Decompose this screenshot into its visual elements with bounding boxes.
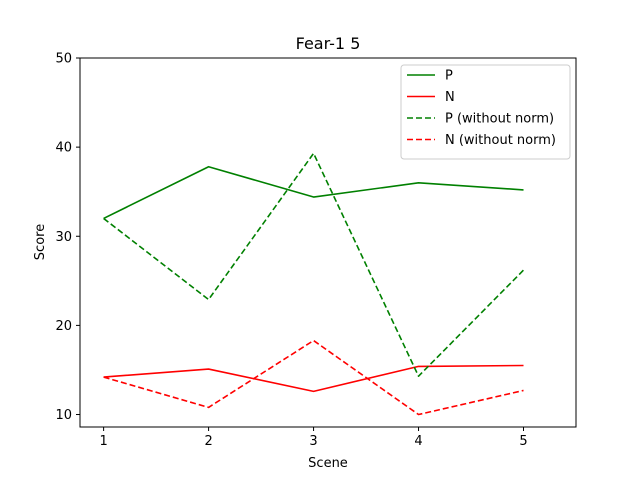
series-line-n [103,364,524,393]
x-tick-label: 4 [414,434,422,449]
legend-label: P [445,69,453,84]
plot-area: 1 2 3 4 5 10 20 30 40 50 [55,52,577,449]
x-tick-label: 2 [204,434,212,449]
legend-box [400,64,571,160]
y-tick-label: 30 [55,230,72,245]
x-axis-label: Scene [308,456,348,471]
legend-label: N (without norm) [445,133,556,148]
series-line-n-without-norm [103,339,524,416]
y-tick-label: 10 [55,408,72,423]
legend-label: P (without norm) [445,112,554,127]
series-line-p-without-norm [103,152,525,377]
legend-label: N [445,90,455,105]
x-tick-label: 5 [519,434,527,449]
axes-frame [79,57,577,428]
legend: PN P (without norm) N (without norm) [400,64,571,160]
y-tick-label: 40 [55,141,72,156]
x-tick-label: 1 [99,434,107,449]
series-line-p [103,165,524,220]
y-tick-label: 50 [55,52,72,67]
y-axis-label: Score [33,224,48,260]
y-tick-label: 20 [55,319,72,334]
x-tick-label: 3 [309,434,317,449]
chart-title: Fear-1 5 [296,34,361,53]
